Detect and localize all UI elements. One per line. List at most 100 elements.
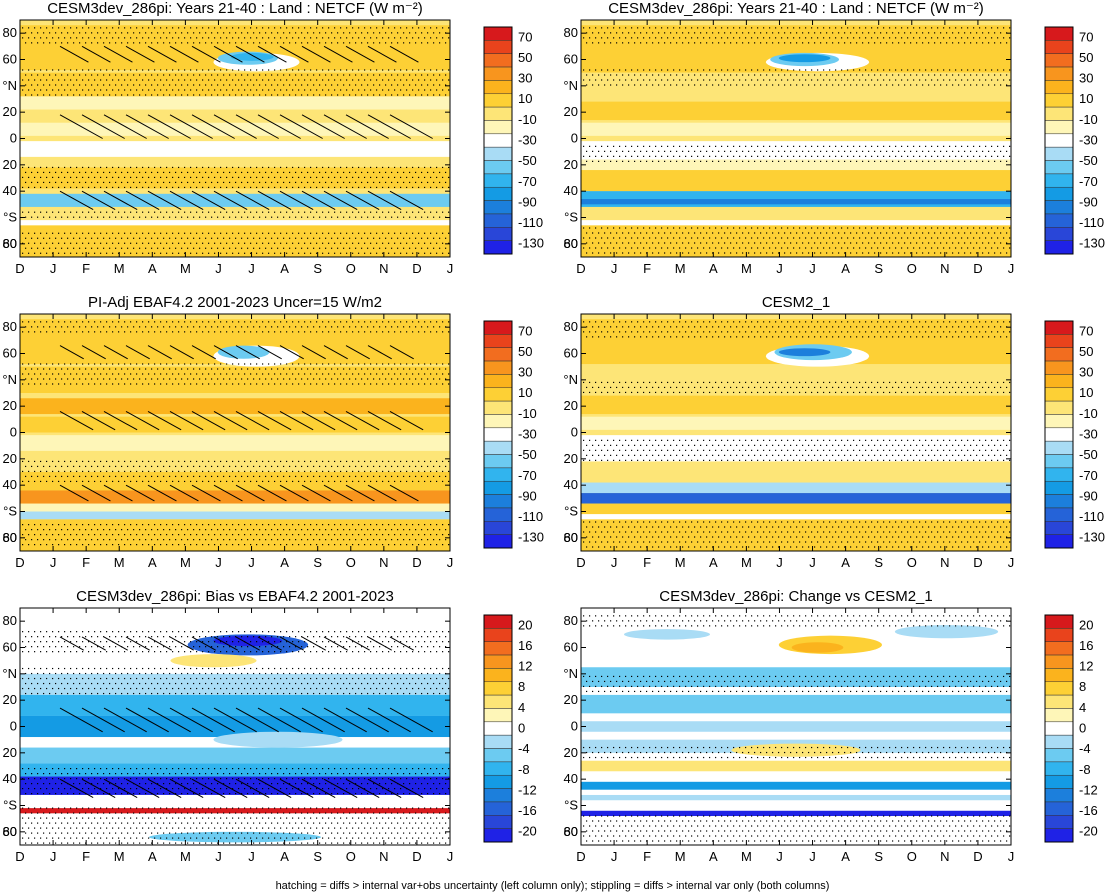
stipple-dot <box>115 326 117 328</box>
stipple-dot <box>412 470 414 473</box>
stipple-dot <box>922 160 924 162</box>
stipple-dot <box>166 242 168 244</box>
stipple-dot <box>772 32 774 34</box>
stipple-dot <box>838 84 840 86</box>
stipple-dot <box>145 368 147 370</box>
stipple-dot <box>907 69 909 71</box>
colorbar-swatch <box>483 507 513 522</box>
stipple-dot <box>760 252 762 254</box>
stipple-dot <box>94 460 96 463</box>
stipple-dot <box>232 69 234 71</box>
stipple-dot <box>730 74 732 76</box>
stipple-dot <box>949 69 951 71</box>
stipple-dot <box>727 79 729 81</box>
stipple-dot <box>91 181 93 184</box>
stipple-dot <box>439 529 441 531</box>
stipple-dot <box>64 166 66 169</box>
stipple-dot <box>136 331 138 333</box>
stipple-dot <box>259 465 261 468</box>
stipple-dot <box>250 363 252 365</box>
stipple-dot <box>814 32 816 34</box>
stipple-dot <box>916 160 918 162</box>
stipple-dot <box>382 69 384 71</box>
stipple-dot <box>79 171 81 174</box>
stipple-dot <box>355 171 357 174</box>
stipple-dot <box>370 470 372 473</box>
stipple-dot <box>391 181 393 184</box>
stipple-dot <box>343 378 345 380</box>
stipple-dot <box>58 79 60 81</box>
stipple-dot <box>199 181 201 184</box>
stipple-dot <box>214 480 216 483</box>
stipple-dot <box>178 534 180 536</box>
colorbar-label: 70 <box>518 323 532 338</box>
stipple-dot <box>70 252 72 254</box>
stipple-dot <box>424 480 426 483</box>
stipple-dot <box>739 247 741 249</box>
stipple-dot <box>949 321 951 323</box>
field-band <box>20 511 450 520</box>
stipple-dot <box>388 166 390 169</box>
stipple-dot <box>622 160 624 162</box>
stipple-dot <box>340 89 342 91</box>
stipple-dot <box>199 237 201 239</box>
stipple-dot <box>859 145 861 147</box>
stipple-dot <box>130 89 132 91</box>
colorbar-label: -70 <box>1079 174 1098 189</box>
stipple-dot <box>64 460 66 463</box>
stipple-dot <box>379 368 381 370</box>
stipple-dot <box>403 368 405 370</box>
stipple-dot <box>373 539 375 541</box>
stipple-dot <box>364 331 366 333</box>
stipple-dot <box>391 74 393 76</box>
stipple-dot <box>415 368 417 370</box>
stipple-dot <box>220 460 222 463</box>
stipple-dot <box>307 465 309 468</box>
stipple-dot <box>403 378 405 380</box>
stipple-dot <box>922 32 924 34</box>
stipple-dot <box>250 524 252 526</box>
stipple-dot <box>745 381 747 384</box>
stipple-dot <box>169 32 171 34</box>
stipple-dot <box>289 475 291 478</box>
stipple-dot <box>991 37 993 39</box>
stipple-dot <box>694 32 696 34</box>
stipple-dot <box>361 32 363 34</box>
stipple-dot <box>604 32 606 34</box>
stipple-dot <box>130 166 132 169</box>
stipple-dot <box>46 544 48 546</box>
stipple-dot <box>604 242 606 244</box>
stipple-dot <box>421 32 423 34</box>
stipple-dot <box>334 544 336 546</box>
stipple-dot <box>1006 242 1008 244</box>
stipple-dot <box>388 252 390 254</box>
stipple-dot <box>850 242 852 244</box>
stipple-dot <box>616 326 618 328</box>
stipple-dot <box>970 326 972 328</box>
stipple-dot <box>664 84 666 86</box>
stipple-dot <box>82 37 84 39</box>
stipple-dot <box>379 378 381 380</box>
stipple-dot <box>586 84 588 86</box>
stipple-dot <box>346 480 348 483</box>
stipple-dot <box>439 181 441 184</box>
stipple-dot <box>613 69 615 71</box>
stipple-dot <box>25 465 27 468</box>
stipple-dot <box>259 247 261 249</box>
stipple-dot <box>631 237 633 239</box>
stipple-dot <box>55 326 57 328</box>
stipple-dot <box>652 336 654 338</box>
stipple-dot <box>205 237 207 239</box>
stipple-dot <box>232 544 234 546</box>
stipple-dot <box>742 74 744 76</box>
stipple-dot <box>310 166 312 169</box>
stipple-dot <box>706 232 708 234</box>
stipple-dot <box>841 27 843 29</box>
stipple-dot <box>379 529 381 531</box>
stipple-dot <box>787 155 789 157</box>
stipple-dot <box>370 480 372 483</box>
stipple-dot <box>109 84 111 86</box>
stipple-dot <box>811 381 813 384</box>
stipple-dot <box>427 42 429 44</box>
stipple-dot <box>286 79 288 81</box>
